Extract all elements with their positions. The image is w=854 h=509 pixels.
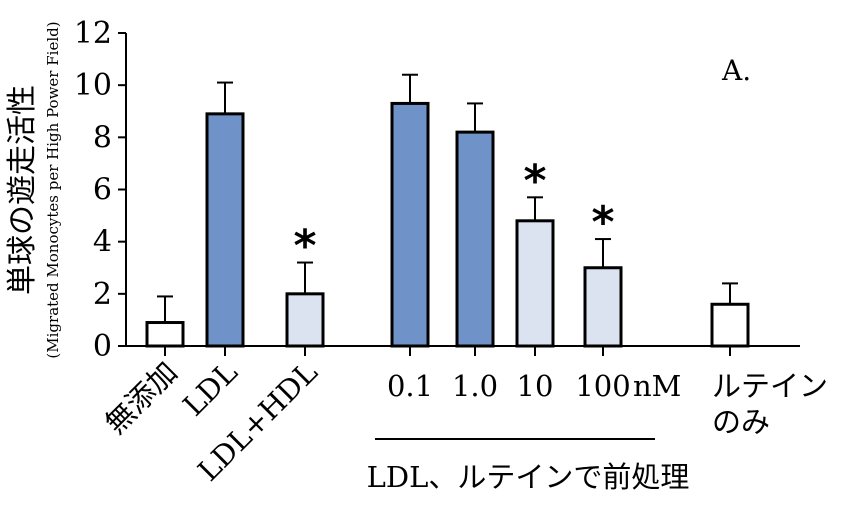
bar-5: [515, 219, 555, 348]
x-category-label: 1.0: [452, 369, 498, 403]
axes: 0 2 4 6 8 10 12: [74, 16, 800, 364]
panel-label: A.: [721, 54, 751, 87]
y-tick-label: 4: [93, 225, 112, 260]
x-category-label: LDL: [176, 355, 244, 423]
significance-star: *: [591, 197, 614, 248]
bar-4: [455, 130, 495, 348]
group-label: LDL、ルテインで前処理: [367, 460, 690, 494]
y-tick-label: 2: [93, 277, 112, 312]
y-tick-label: 8: [93, 120, 112, 155]
y-tick-label: 0: [93, 329, 112, 364]
y-axis-title: 単球の遊走活性: [5, 85, 40, 295]
bar-6: [583, 266, 623, 348]
y-tick-label: 12: [74, 16, 112, 51]
y-tick-label: 6: [93, 173, 112, 208]
x-category-label-line: のみ: [712, 405, 770, 439]
x-category-label: 100: [575, 369, 630, 403]
bar-2: [285, 292, 325, 348]
bar-0: [145, 321, 185, 348]
x-category-label: 0.1: [387, 369, 433, 403]
x-category-label: 無添加: [98, 355, 184, 441]
bars: * * *: [145, 73, 750, 348]
bar-1: [205, 112, 245, 348]
significance-star: *: [523, 155, 546, 206]
bar-3: [390, 101, 430, 348]
unit-label: nM: [633, 369, 681, 403]
y-axis-subtitle: (Migrated Monocytes per High Power Field…: [44, 21, 62, 358]
significance-star: *: [293, 221, 316, 272]
x-category-label-line: ルテイン: [712, 369, 828, 403]
y-axis-label: 単球の遊走活性 (Migrated Monocytes per High Pow…: [5, 21, 62, 358]
x-category-label: 10: [517, 369, 554, 403]
x-category-label: ルテインのみ: [712, 369, 828, 439]
y-tick-label: 10: [74, 68, 112, 103]
bar-7: [710, 302, 750, 348]
